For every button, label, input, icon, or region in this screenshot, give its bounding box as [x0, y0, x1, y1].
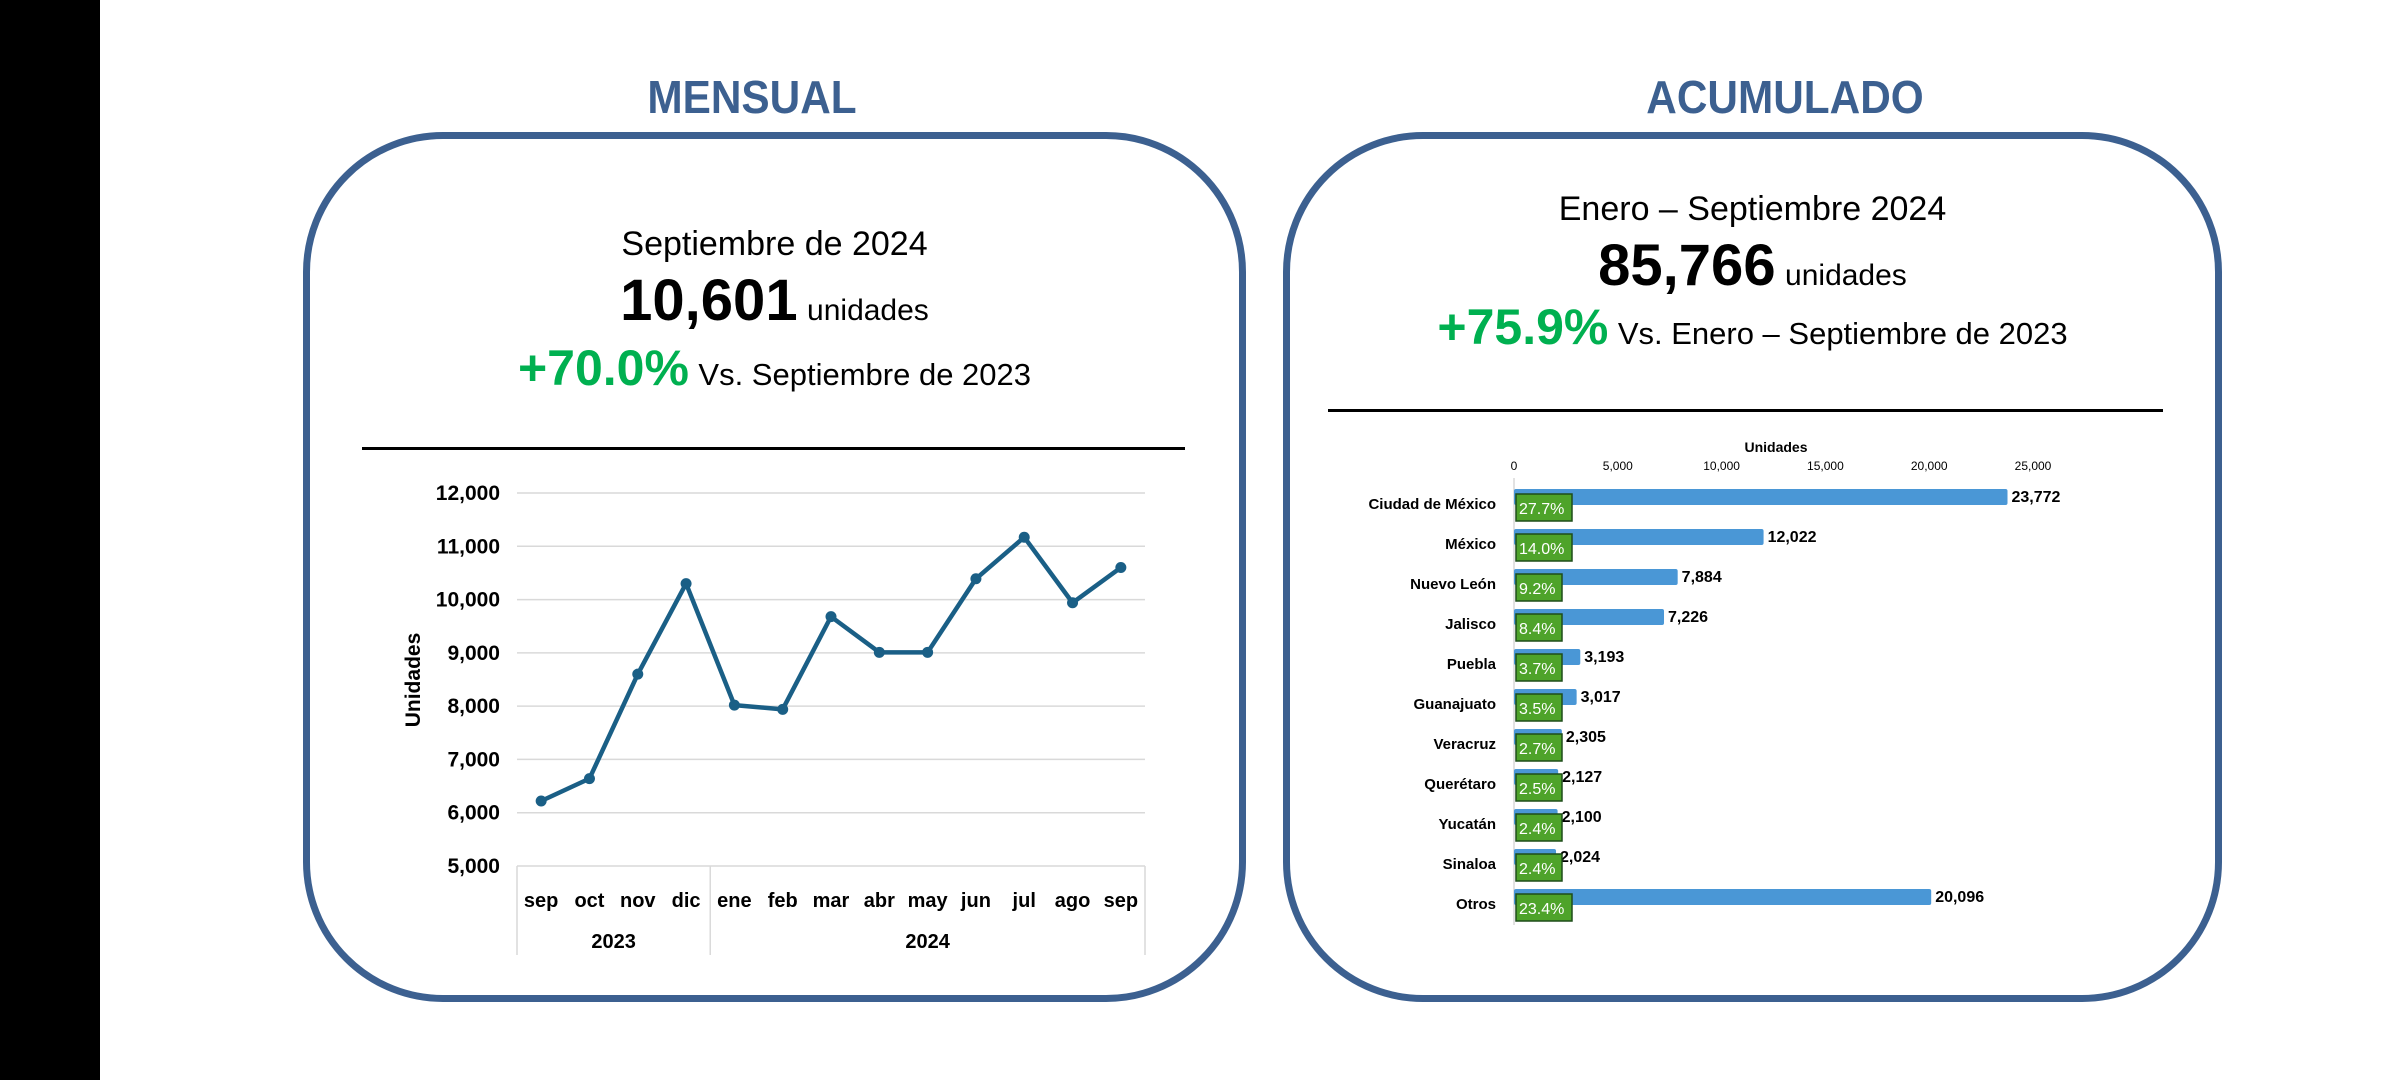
acumulado-period: Enero – Septiembre 2024	[1558, 190, 1947, 228]
mensual-period: Septiembre de 2024	[621, 225, 928, 263]
mensual-value: 10,601	[620, 268, 798, 333]
acumulado-value: 85,766	[1598, 233, 1776, 298]
acumulado-change-row: +75.9% Vs. Enero – Septiembre de 2023	[1290, 298, 2215, 356]
mensual-change-row: +70.0% Vs. Septiembre de 2023	[310, 339, 1239, 397]
mensual-divider	[362, 447, 1185, 450]
acumulado-title: ACUMULADO	[1646, 71, 1924, 123]
acumulado-unit: unidades	[1785, 259, 1907, 292]
mensual-panel: Septiembre de 2024 10,601 unidades +70.0…	[303, 132, 1246, 1002]
mensual-comparison: Vs. Septiembre de 2023	[698, 357, 1032, 392]
acumulado-divider	[1328, 409, 2163, 412]
acumulado-total: 85,766 unidades	[1290, 232, 2215, 299]
mensual-unit: unidades	[807, 294, 929, 327]
mensual-change: +70.0%	[517, 340, 689, 396]
mensual-title: MENSUAL	[647, 71, 857, 123]
mensual-total: 10,601 unidades	[310, 267, 1239, 334]
acumulado-panel: Enero – Septiembre 2024 85,766 unidades …	[1283, 132, 2222, 1002]
acumulado-change: +75.9%	[1437, 299, 1609, 355]
acumulado-comparison: Vs. Enero – Septiembre de 2023	[1617, 316, 2068, 351]
left-black-strip	[0, 0, 100, 1080]
